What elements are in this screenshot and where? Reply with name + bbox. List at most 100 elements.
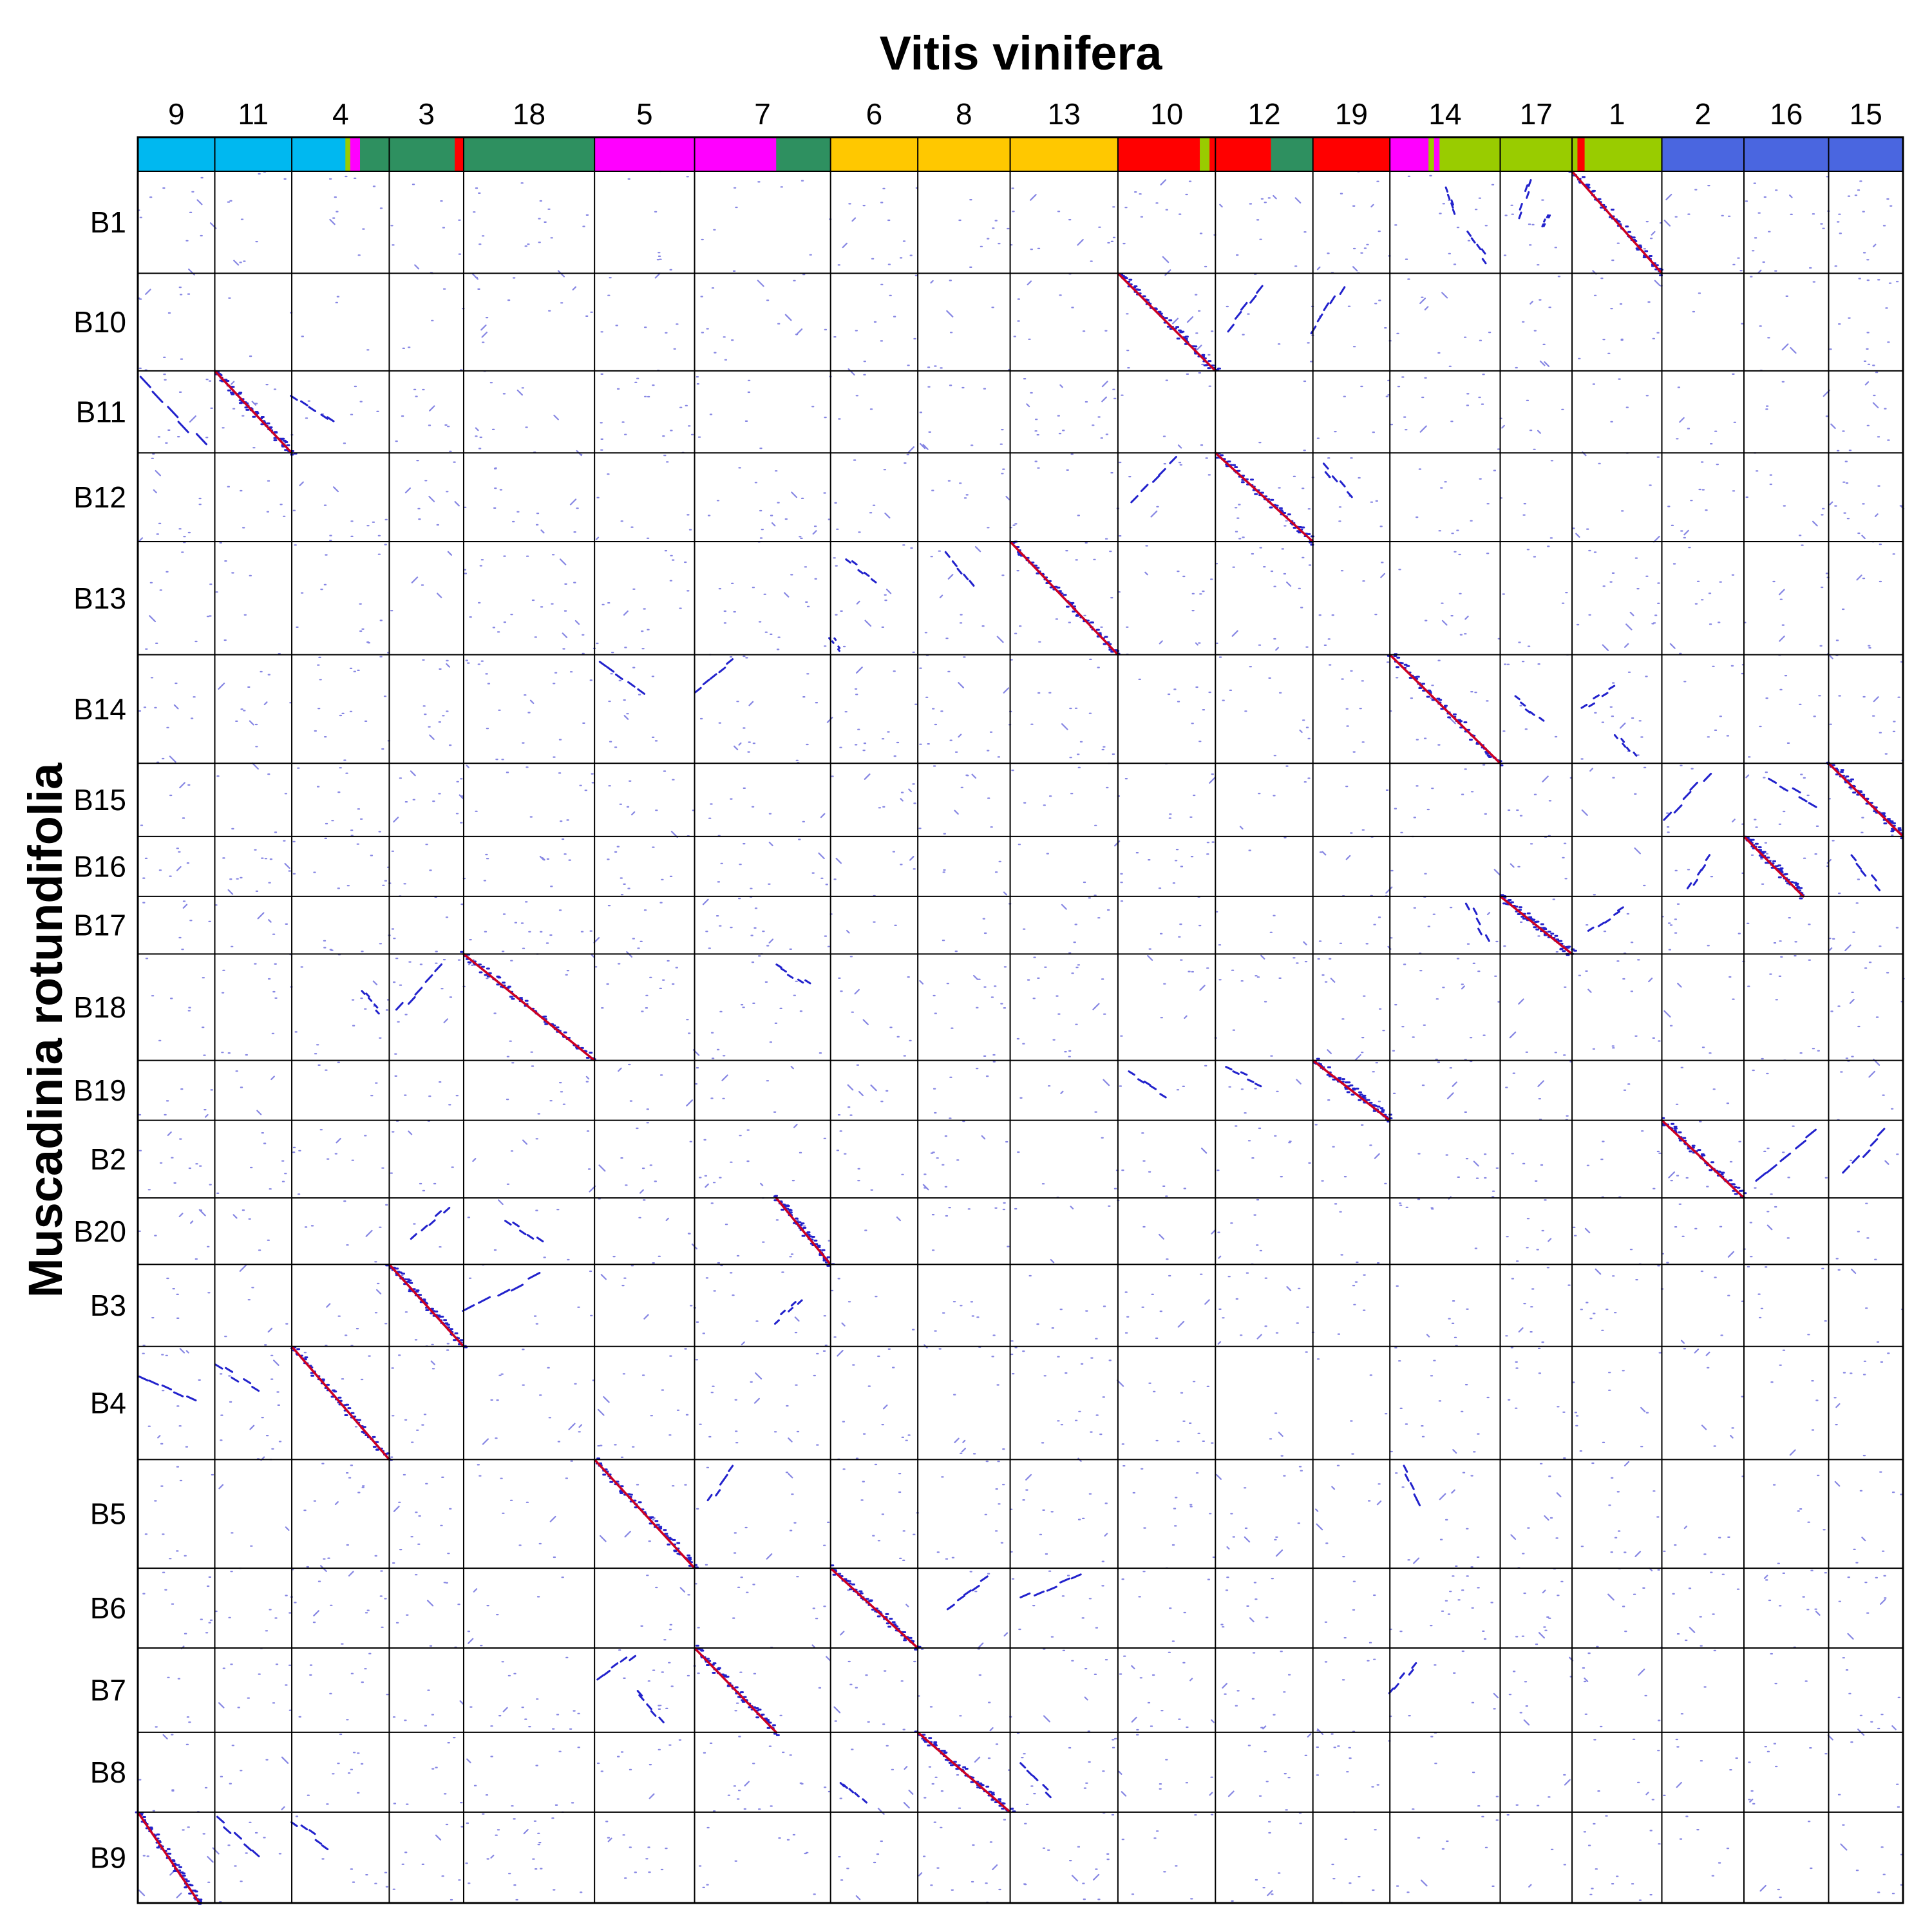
karyotype-band-5-0 (594, 137, 696, 171)
synteny-segment (775, 963, 782, 969)
synteny-segment (1862, 1149, 1871, 1158)
synteny-block-16-b15-26 (1768, 777, 1817, 808)
synteny-segment (1339, 480, 1346, 488)
karyotype-band-9-0 (138, 137, 216, 171)
synteny-segment (300, 400, 308, 406)
synteny-block-14-b1-1 (1444, 186, 1456, 215)
karyotype-band-8-0 (918, 137, 1011, 171)
synteny-segment (1416, 1498, 1421, 1506)
karyotype-bar (138, 137, 1904, 171)
synteny-segment (1128, 1070, 1135, 1076)
synteny-segment (1316, 313, 1323, 323)
y-tick-label-b20: B20 (73, 1215, 126, 1248)
synteny-segment (233, 1832, 242, 1840)
synteny-block-1-b14-23 (1613, 734, 1638, 757)
y-tick-label-b18: B18 (73, 990, 126, 1024)
synteny-segment (1587, 926, 1595, 932)
synteny-segment (944, 551, 951, 558)
synteny-block-3-b18-34 (395, 963, 443, 1011)
synteny-segment (223, 1826, 232, 1834)
synteny-segment (1331, 475, 1338, 482)
synteny-segment (603, 1670, 611, 1676)
synteny-block-6-b8-63 (839, 1782, 868, 1804)
synteny-segment (216, 1815, 225, 1824)
synteny-segment (421, 1224, 428, 1231)
synteny-segment (1768, 777, 1777, 784)
synteny-segment (1481, 258, 1487, 265)
synteny-segment (1548, 214, 1551, 219)
synteny-segment (231, 1376, 240, 1383)
synteny-block-5-b14-19 (598, 661, 646, 695)
karyotype-band-3-1 (455, 137, 464, 171)
synteny-segment (527, 1272, 541, 1280)
synteny-segment (1518, 211, 1522, 220)
y-tick-label-b13: B13 (73, 582, 126, 615)
synteny-block-19-b10-7 (1310, 286, 1346, 335)
synteny-line (775, 1197, 832, 1266)
synteny-block-13-b8-64 (1019, 1762, 1052, 1799)
synteny-segment (726, 658, 734, 665)
synteny-line (462, 952, 596, 1062)
synteny-block-6-b13-15 (845, 558, 877, 583)
karyotype-band-4-2 (350, 137, 361, 171)
synteny-segment (375, 1009, 380, 1015)
synteny-segment (1588, 702, 1596, 708)
synteny-block-4-b11-10 (290, 395, 335, 422)
x-tick-label-10: 10 (1150, 97, 1183, 131)
synteny-segment (1620, 737, 1625, 743)
synteny-segment (956, 1595, 965, 1602)
x-tick-label-7: 7 (754, 97, 771, 131)
x-tick-label-16: 16 (1770, 97, 1803, 131)
synteny-segment (598, 661, 607, 668)
synteny-line (290, 1345, 391, 1461)
synteny-segment (629, 1654, 636, 1662)
synteny-line (137, 1811, 201, 1904)
synteny-line (693, 1647, 777, 1734)
synteny-segment (1514, 695, 1520, 701)
synteny-segment (1779, 785, 1788, 792)
synteny-segment (1059, 1577, 1071, 1584)
synteny-segment (368, 997, 373, 1002)
synteny-segment (1475, 917, 1481, 925)
synteny-block-9-b9-65 (135, 1811, 203, 1905)
synteny-segment (614, 673, 623, 680)
synteny-segment (428, 1219, 436, 1226)
karyotype-band-4-0 (292, 137, 346, 171)
synteny-segment (1339, 286, 1346, 295)
synteny-segment (1399, 1672, 1405, 1680)
synteny-segment (1808, 802, 1817, 808)
x-tick-label-2: 2 (1694, 97, 1711, 131)
synteny-segment (854, 1792, 860, 1797)
synteny-block-6-b6-55 (829, 1564, 922, 1651)
synteny-block-7-b20-43 (773, 1195, 835, 1267)
synteny-segment (243, 1378, 252, 1385)
synteny-segment (243, 1843, 252, 1852)
karyotype-band-7-1 (776, 137, 831, 171)
synteny-segment (414, 987, 423, 996)
synteny-segment (1450, 202, 1454, 209)
synteny-segment (1604, 918, 1611, 924)
synteny-segment (650, 1710, 657, 1717)
karyotype-band-1-0 (1572, 137, 1578, 171)
synteny-segment (1026, 1770, 1033, 1776)
synteny-segment (980, 1575, 989, 1582)
x-tick-label-11: 11 (238, 97, 269, 131)
y-tick-label-b3: B3 (90, 1289, 126, 1322)
synteny-block-3-b3-46 (385, 1263, 468, 1349)
y-tick-label-b2: B2 (90, 1142, 126, 1176)
synteny-segment (1158, 468, 1166, 477)
y-tick-label-b8: B8 (90, 1756, 126, 1789)
synteny-segment (1159, 1093, 1167, 1099)
synteny-block-4-b18-36 (361, 990, 380, 1015)
synteny-block-4-b9-67 (290, 1821, 329, 1850)
synteny-segment (1322, 462, 1329, 470)
synteny-segment (1543, 218, 1546, 223)
synteny-segment (1137, 1078, 1145, 1084)
synteny-segment (788, 1307, 794, 1312)
synteny-segment (1254, 1083, 1262, 1088)
background-matches (137, 170, 1905, 1904)
synteny-segment (443, 1207, 451, 1214)
synteny-segment (1481, 248, 1486, 255)
synteny-segment (424, 974, 433, 983)
synteny-segment (1019, 1762, 1027, 1769)
